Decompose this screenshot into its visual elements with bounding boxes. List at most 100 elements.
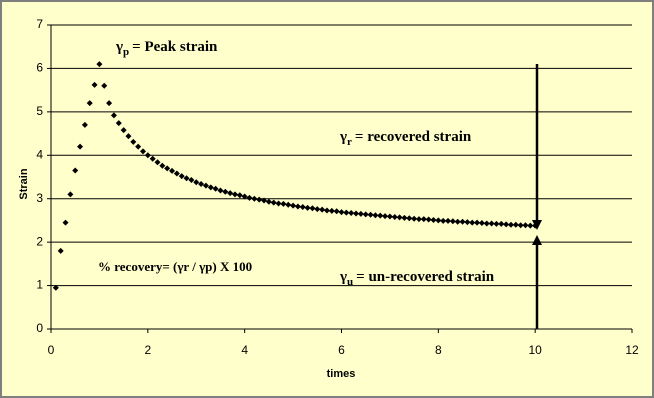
point (159, 162, 166, 169)
point (198, 180, 205, 187)
point (91, 81, 98, 88)
y-axis-label: Strain (18, 168, 30, 199)
point (110, 112, 117, 119)
point (120, 127, 127, 134)
point (401, 214, 408, 221)
x-tick-label: 6 (338, 343, 345, 357)
annotation-text: = Peak strain (132, 39, 218, 55)
point (314, 206, 321, 213)
point (207, 184, 214, 191)
point (348, 210, 355, 217)
point (275, 200, 282, 207)
point (488, 220, 495, 227)
point (57, 247, 64, 254)
point (246, 194, 253, 201)
point (265, 198, 272, 205)
x-tick-label: 12 (625, 343, 639, 357)
point (101, 82, 108, 89)
point (62, 219, 69, 226)
point (72, 167, 79, 174)
point (377, 212, 384, 219)
y-tick-label: 3 (36, 191, 43, 205)
point (231, 191, 238, 198)
point (435, 217, 442, 224)
point (149, 155, 156, 162)
y-tick-label: 4 (36, 147, 43, 161)
annotation: γu = un-recovered strain (339, 269, 495, 287)
annotation-subscript: p (123, 46, 129, 58)
point (391, 213, 398, 220)
y-tick-label: 7 (36, 17, 43, 31)
annotation-text: = un-recovered strain (356, 269, 495, 285)
point (96, 61, 103, 68)
y-tick-label: 1 (36, 278, 43, 292)
point (212, 185, 219, 192)
annotation-subscript: r (347, 136, 352, 148)
y-tick-label: 2 (36, 234, 43, 248)
x-tick-label: 4 (241, 343, 248, 357)
y-tick-label: 5 (36, 104, 43, 118)
point (343, 209, 350, 216)
point (362, 211, 369, 218)
x-tick-label: 0 (48, 343, 55, 357)
annotation: % recovery= (γr / γp) X 100 (98, 259, 252, 274)
point (430, 216, 437, 223)
point (522, 222, 529, 229)
x-tick-label: 10 (528, 343, 542, 357)
point (52, 284, 59, 291)
point (178, 173, 185, 180)
point (256, 196, 263, 203)
point (338, 209, 345, 216)
point (115, 120, 122, 127)
annotation: γp = Peak strain (115, 39, 218, 57)
point (304, 204, 311, 211)
annotation-symbol: γ (339, 129, 347, 145)
point (328, 207, 335, 214)
point (169, 167, 176, 174)
point (532, 222, 539, 229)
point (183, 175, 190, 182)
point (483, 220, 490, 227)
annotation-symbol: γ (339, 269, 347, 285)
point (464, 219, 471, 226)
point (227, 190, 234, 197)
point (474, 219, 481, 226)
point (251, 195, 258, 202)
point (459, 218, 466, 225)
point (527, 222, 534, 229)
point (440, 217, 447, 224)
point (77, 143, 84, 150)
point (241, 193, 248, 200)
point (493, 220, 500, 227)
point (357, 210, 364, 217)
point (386, 213, 393, 220)
point (445, 217, 452, 224)
point (86, 100, 93, 107)
annotation: γr = recovered strain (339, 129, 472, 147)
point (270, 199, 277, 206)
point (222, 188, 229, 195)
point (517, 222, 524, 229)
annotation-symbol: γ (115, 39, 123, 55)
point (106, 100, 113, 107)
point (411, 215, 418, 222)
point (478, 220, 485, 227)
point (415, 216, 422, 223)
point (372, 212, 379, 219)
x-tick-label: 2 (144, 343, 151, 357)
point (425, 216, 432, 223)
point (130, 138, 137, 145)
point (469, 219, 476, 226)
point (188, 177, 195, 184)
point (323, 207, 330, 214)
point (135, 143, 142, 150)
point (294, 203, 301, 210)
point (154, 159, 161, 166)
point (67, 191, 74, 198)
point (498, 220, 505, 227)
point (406, 215, 413, 222)
point (217, 187, 224, 194)
point (299, 203, 306, 210)
